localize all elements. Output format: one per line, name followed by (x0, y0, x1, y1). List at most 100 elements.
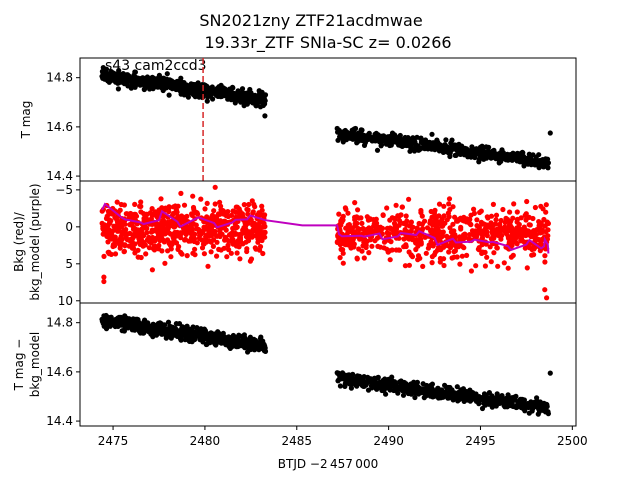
background-point (230, 208, 236, 214)
background-point (374, 235, 380, 241)
background-point (343, 206, 349, 212)
background-point (203, 237, 210, 243)
background-point (147, 236, 153, 242)
background-point (178, 190, 184, 196)
background-point (123, 234, 129, 240)
background-point (498, 236, 504, 242)
background-point (151, 211, 157, 217)
background-point (171, 237, 177, 243)
background-point (494, 245, 500, 251)
background-point (103, 215, 110, 222)
background-point (474, 217, 480, 223)
background-point (246, 231, 252, 237)
background-point (160, 231, 166, 237)
background-point (141, 233, 147, 239)
background-point (212, 201, 218, 207)
panel-middle: −5 0 5 10 Bkg (red)/bkg_model (purple) (12, 180, 577, 308)
background-point (511, 201, 517, 207)
background-point (146, 245, 152, 251)
background-point (245, 238, 252, 244)
data-point (499, 393, 505, 399)
background-point (451, 254, 457, 260)
background-point (241, 225, 247, 231)
data-point (230, 85, 236, 91)
background-point (117, 245, 123, 251)
y-tick-label: 14.8 (46, 71, 73, 85)
background-point (230, 225, 236, 231)
background-point (132, 250, 138, 256)
background-point (441, 262, 447, 269)
background-point (107, 230, 114, 236)
background-point (537, 230, 543, 236)
background-point (545, 227, 551, 233)
background-point (203, 224, 209, 230)
background-point (469, 228, 476, 234)
background-point (192, 252, 198, 258)
background-point (473, 263, 479, 269)
data-point (454, 384, 460, 390)
data-point (232, 100, 238, 106)
background-point (434, 247, 441, 253)
background-point (162, 260, 168, 266)
background-point (211, 217, 217, 223)
background-point (504, 229, 510, 235)
background-point (148, 229, 154, 235)
y-tick-label: 14.6 (46, 365, 73, 379)
background-point (338, 246, 344, 252)
y-axis-label-line2: bkg_model (28, 332, 42, 398)
x-tick-label: 2500 (557, 434, 588, 448)
background-point (192, 231, 198, 237)
background-point (463, 219, 469, 225)
y-tick-label: 5 (65, 257, 73, 271)
background-point (217, 199, 223, 205)
data-point (429, 131, 435, 137)
background-point (350, 243, 356, 249)
background-point (431, 252, 437, 258)
data-point (164, 71, 170, 77)
background-point (447, 207, 453, 213)
background-point (159, 235, 165, 241)
data-point (400, 392, 407, 398)
x-tick-label: 2480 (190, 434, 221, 448)
data-point (383, 391, 389, 397)
background-point (252, 245, 258, 251)
background-point (262, 223, 268, 230)
background-point (112, 227, 119, 233)
background-point (544, 219, 550, 225)
background-point (399, 204, 405, 210)
background-point (501, 260, 507, 266)
background-point (123, 211, 129, 217)
background-point (441, 244, 447, 250)
data-point (545, 411, 552, 417)
background-point (545, 233, 551, 239)
background-point (252, 225, 258, 231)
background-point (133, 229, 139, 235)
background-point (194, 240, 200, 246)
panel-top: 14.4 14.6 14.8 T mag s43 cam2ccd3 (19, 57, 577, 185)
background-point (491, 250, 497, 256)
background-point (204, 214, 210, 220)
background-point (524, 265, 530, 271)
background-point (212, 184, 218, 190)
x-tick-label: 2495 (465, 434, 496, 448)
background-point (365, 217, 371, 223)
chart-title-line1: SN2021zny ZTF21acdmwae (199, 11, 422, 30)
data-point-outlier (547, 130, 553, 136)
background-point (101, 253, 107, 259)
background-point (370, 229, 377, 235)
background-point (373, 216, 379, 222)
background-point (172, 229, 178, 236)
background-point (544, 295, 550, 301)
background-point (527, 222, 533, 228)
background-point (225, 242, 231, 248)
data-point (545, 165, 551, 171)
data-point (545, 160, 552, 166)
background-point (542, 253, 548, 259)
background-point (182, 236, 188, 242)
background-point (418, 207, 424, 214)
panel-frame-bottom (79, 302, 577, 427)
background-point (346, 222, 352, 228)
background-point (461, 232, 467, 238)
background-point (356, 246, 362, 252)
